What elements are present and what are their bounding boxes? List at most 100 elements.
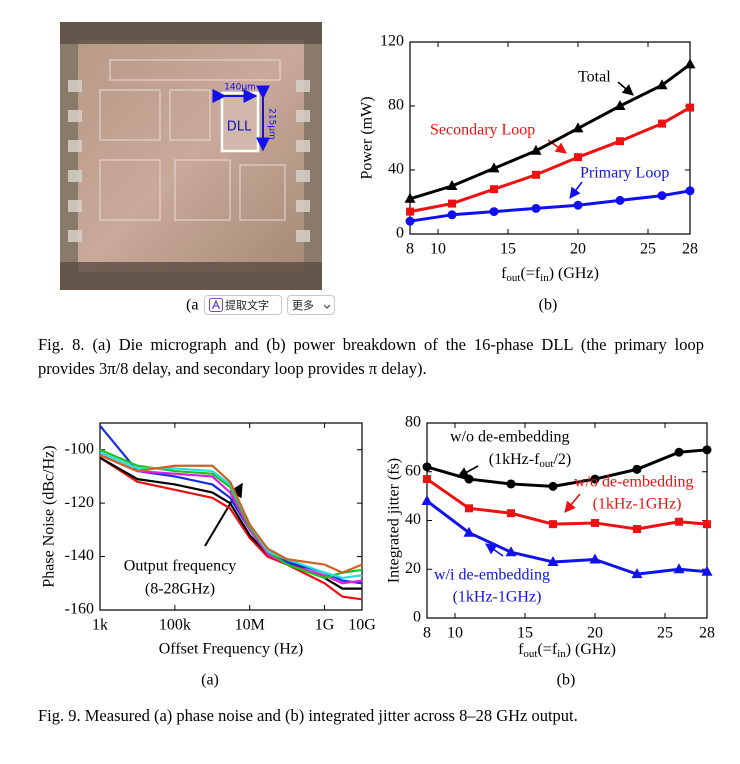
marker: [591, 518, 599, 527]
marker: [686, 103, 694, 112]
marker: [423, 475, 431, 484]
y-tick-label: 0: [396, 225, 404, 242]
dll-label: DLL: [227, 120, 252, 135]
annotation-arrow: [617, 81, 634, 96]
annotation: Primary Loop: [580, 165, 669, 182]
x-tick-label: 25: [640, 241, 656, 258]
shape: [109, 59, 281, 81]
series-line: [409, 63, 691, 201]
marker: [615, 195, 625, 205]
marker: [447, 210, 457, 220]
shape: [296, 110, 310, 122]
chevron-path: [323, 304, 331, 309]
x-tick-label: 15: [500, 241, 516, 258]
series-line: [99, 454, 363, 574]
shape: [296, 170, 310, 182]
marker: [406, 207, 414, 216]
x-tick-label: 20: [570, 241, 586, 258]
circuit-blocks: [99, 59, 286, 221]
marker: [684, 58, 696, 69]
annotation: (8-28GHz): [145, 581, 215, 598]
shape: [296, 80, 310, 92]
subcaption: (b): [539, 297, 558, 314]
marker: [657, 191, 667, 201]
y-tick-label: 80: [405, 414, 421, 431]
die-core: [78, 40, 304, 272]
caption: Fig. 9. Measured (a) phase noise and (b)…: [38, 706, 578, 725]
y-axis-label: Power (mW): [359, 96, 376, 179]
x-tick-label: 25: [657, 625, 673, 642]
y-tick-label: -100: [65, 440, 94, 457]
y-tick-label: 60: [405, 462, 421, 479]
button-label: 更多: [292, 299, 314, 312]
annotation-arrow: [564, 493, 581, 513]
subcaption: (a): [201, 672, 219, 689]
annotation: (1kHz-fout/2): [489, 451, 571, 470]
marker: [488, 162, 500, 173]
text-part: ) (GHz): [549, 265, 599, 282]
x-tick-label: 100k: [159, 617, 191, 634]
series-line: [426, 448, 708, 488]
die-micrograph: 140μm 215μm DLL: [60, 22, 322, 290]
marker: [505, 546, 517, 557]
annotation-arrow: [485, 543, 504, 557]
pads-left: [68, 80, 82, 242]
marker: [685, 186, 695, 196]
text-part: (=f: [520, 265, 540, 282]
x-tick-label: 10: [447, 625, 463, 642]
shape: [169, 89, 211, 141]
marker: [703, 520, 711, 529]
annotation: w/o de-embedding: [574, 474, 694, 491]
series-line: [99, 456, 362, 590]
marker: [573, 200, 583, 210]
y-tick-label: 0: [413, 609, 421, 626]
shape: [68, 170, 82, 182]
text-part: out: [523, 648, 537, 660]
marker: [446, 180, 458, 190]
y-tick-label: 80: [388, 97, 404, 114]
shape: [296, 140, 310, 152]
text-part: (=f: [537, 641, 557, 658]
y-tick-label: -140: [65, 547, 94, 564]
shape: [174, 159, 231, 221]
marker: [632, 464, 642, 474]
shape: [239, 164, 286, 221]
shape: [68, 230, 82, 242]
y-tick-label: 120: [380, 33, 404, 50]
marker: [675, 517, 683, 526]
marker: [658, 119, 666, 128]
shape: [99, 159, 161, 221]
marker: [549, 520, 557, 529]
shape: [68, 110, 82, 122]
extract-text-button[interactable]: 提取文字: [204, 295, 282, 315]
marker: [463, 526, 475, 537]
icon-glyph: [211, 299, 221, 310]
shape: [296, 200, 310, 212]
plot-frame: [409, 41, 691, 235]
x-tick-label: 10G: [348, 617, 376, 634]
marker: [548, 481, 558, 491]
text-part: f: [501, 265, 507, 282]
x-tick-label: 15: [517, 625, 533, 642]
marker: [465, 504, 473, 513]
marker: [702, 445, 712, 455]
marker: [531, 203, 541, 213]
marker: [633, 525, 641, 534]
series-line: [409, 189, 691, 223]
more-button[interactable]: 更多: [287, 295, 335, 315]
x-tick-label: 28: [682, 241, 698, 258]
chevron: [323, 304, 331, 309]
shape: [68, 140, 82, 152]
y-axis-label: Integrated jitter (fs): [386, 458, 403, 583]
caption: Fig. 8. (a) Die micrograph and (b) power…: [38, 335, 704, 378]
x-axis-label: fout(=fin) (GHz): [501, 265, 599, 284]
marker: [421, 495, 433, 505]
subcaption: (a: [186, 297, 198, 314]
marker: [574, 153, 582, 162]
marker: [490, 185, 498, 194]
marker: [405, 216, 415, 226]
x-tick-label: 1k: [92, 617, 108, 634]
